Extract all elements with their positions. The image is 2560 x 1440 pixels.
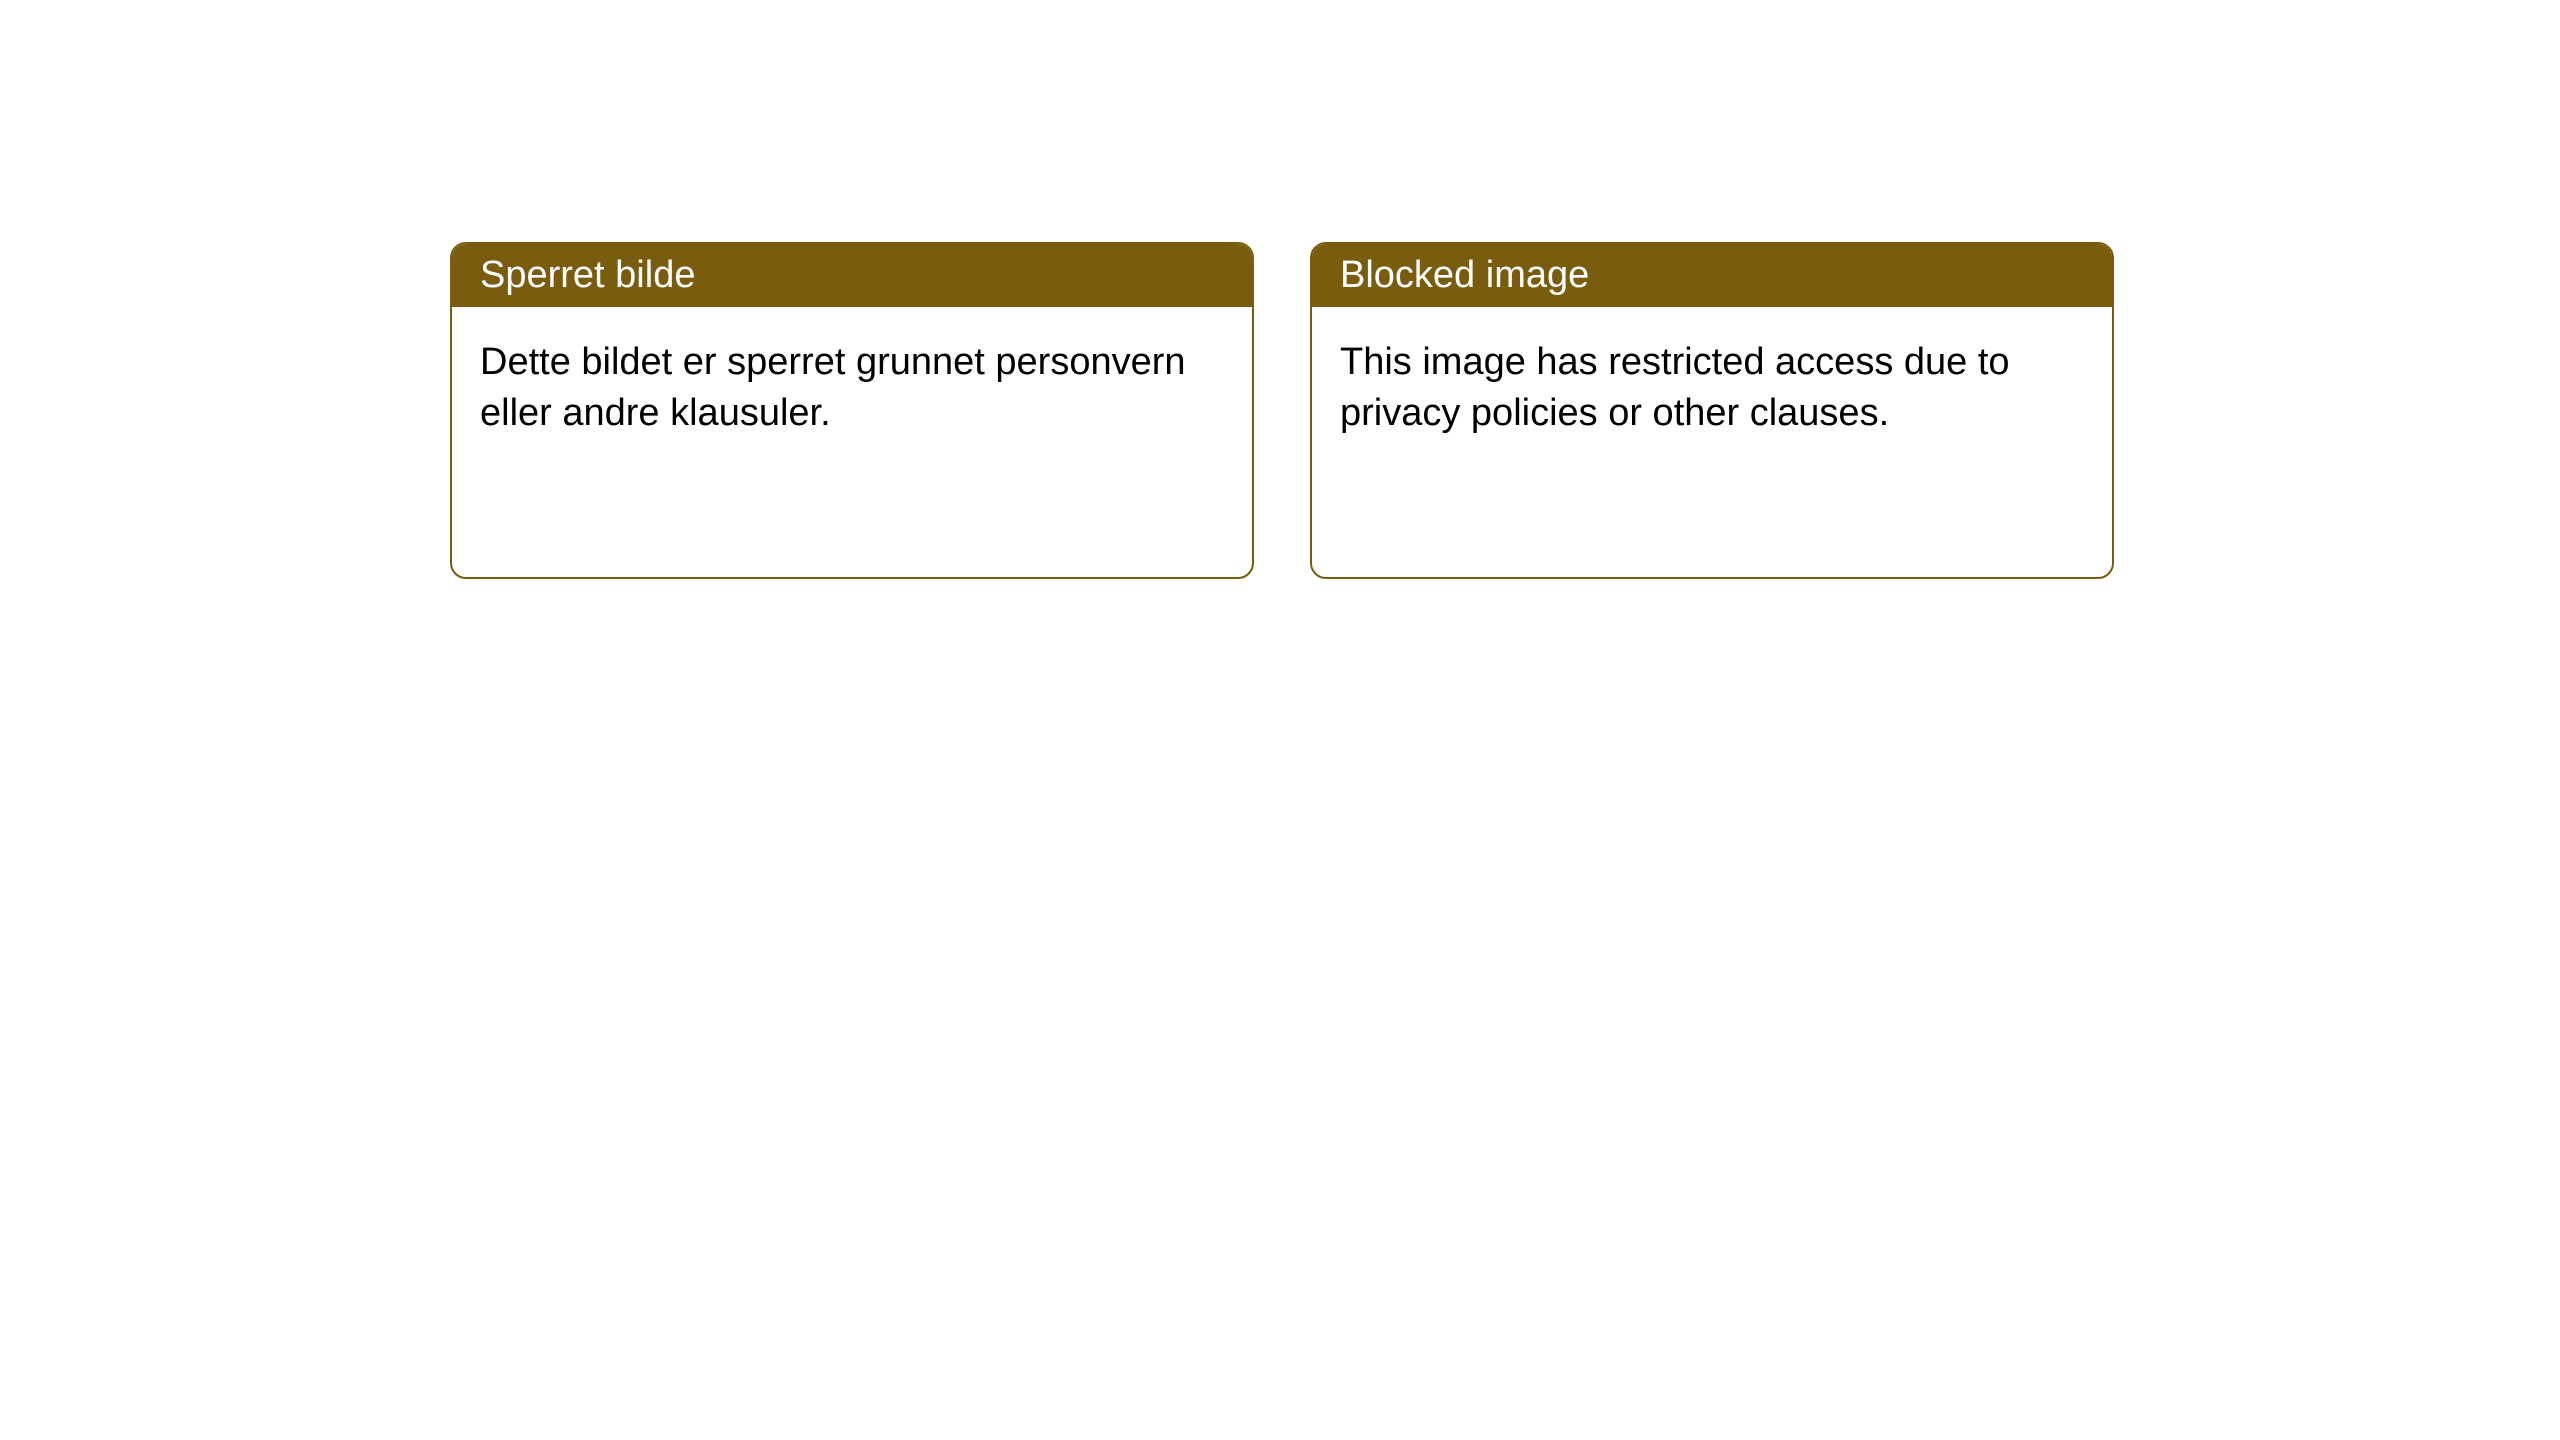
notice-card-norwegian: Sperret bilde Dette bildet er sperret gr… [450,242,1254,579]
notice-card-english: Blocked image This image has restricted … [1310,242,2114,579]
notice-header: Blocked image [1312,244,2112,307]
notice-container: Sperret bilde Dette bildet er sperret gr… [0,0,2560,579]
notice-header: Sperret bilde [452,244,1252,307]
notice-body: This image has restricted access due to … [1312,307,2112,577]
notice-body: Dette bildet er sperret grunnet personve… [452,307,1252,577]
